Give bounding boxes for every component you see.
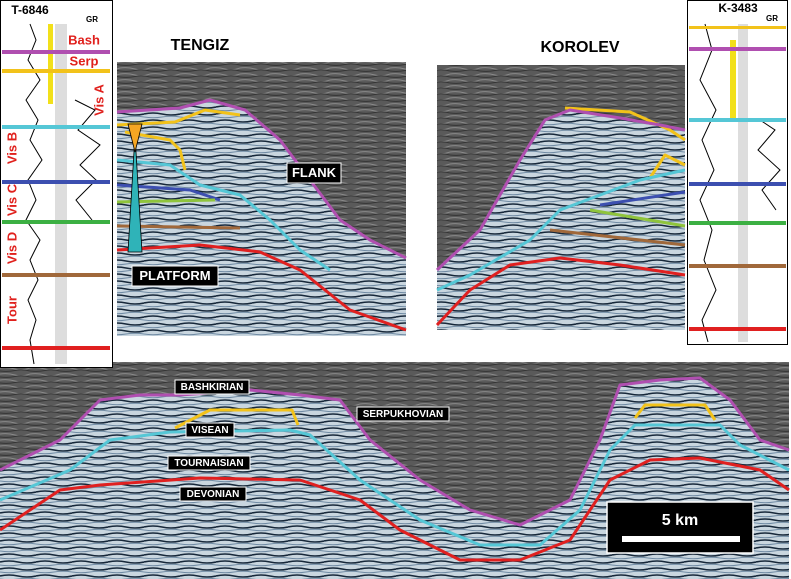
zone-top: [2, 180, 110, 184]
overburden: [117, 62, 406, 258]
zone-label: Vis B: [4, 132, 19, 164]
zone-top: [689, 118, 786, 122]
horizon-label: BASHKIRIAN: [181, 382, 244, 393]
horizon: [124, 130, 187, 171]
log-curve: [757, 119, 781, 211]
log-frame: [687, 0, 788, 345]
log-curve: [74, 99, 101, 221]
zone-label: Vis A: [91, 83, 106, 115]
horizon: [435, 108, 686, 272]
horizon: [599, 190, 686, 207]
label-box: [167, 455, 251, 471]
korolev-panel: KOROLEV: [435, 39, 686, 330]
log-fill: [730, 40, 736, 120]
horizon-label: TOURNAISIAN: [174, 458, 243, 469]
panel-title: TENGIZ: [171, 37, 230, 54]
well-name: T-6846: [11, 3, 49, 17]
horizon: [589, 208, 686, 228]
regional-section: BASHKIRIAN SERPUKHOVIAN VISEAN TOURNAISI…: [0, 362, 790, 579]
zone-top: [689, 221, 786, 225]
zone-top: [2, 220, 110, 224]
zone-top: [2, 50, 110, 54]
horizon: [116, 158, 331, 272]
horizon-label: DEVONIAN: [187, 489, 240, 500]
horizon-bashkirian: [0, 376, 790, 527]
horizon: [116, 108, 241, 127]
label-box: [174, 379, 250, 395]
zone-label: Tour: [4, 296, 19, 324]
log-name: GR: [766, 14, 778, 23]
log-fill: [48, 24, 53, 104]
zone-top: [689, 26, 786, 29]
zone-top: [689, 47, 786, 51]
depth-track: [55, 24, 67, 364]
horizon: [436, 168, 686, 292]
tengiz-panel: TENGIZ FLANK PLATFORM: [116, 37, 407, 336]
well-marker: [127, 134, 143, 253]
log-name: GR: [86, 15, 98, 24]
zone-top: [689, 264, 786, 268]
panel-label: PLATFORM: [139, 268, 210, 283]
zone-top: [689, 327, 786, 331]
horizon: [116, 183, 221, 202]
label-box: [185, 422, 235, 438]
horizon-visean: [0, 423, 790, 547]
horizon: [116, 243, 407, 332]
label-box: [131, 265, 219, 287]
zone-label: Bash: [68, 32, 100, 47]
label-box: [286, 162, 342, 184]
panel-label: FLANK: [292, 165, 337, 180]
horizon: [549, 228, 686, 247]
zone-top: [689, 182, 786, 186]
zone-top: [2, 273, 110, 277]
horizon: [648, 153, 686, 179]
horizon-devonian: [0, 456, 790, 562]
horizon-label: VISEAN: [191, 425, 228, 436]
label-box: [356, 406, 450, 422]
well-log-right: K-3483 GR: [687, 0, 788, 345]
horizon: [435, 256, 686, 327]
well-marker: [127, 123, 143, 153]
zone-top: [2, 69, 110, 73]
horizon-label: SERPUKHOVIAN: [363, 409, 444, 420]
horizon: [564, 106, 686, 142]
overburden: [437, 65, 685, 270]
zone-top: [2, 125, 110, 129]
panel-title: KOROLEV: [540, 39, 619, 56]
zone-top: [2, 346, 110, 350]
scale-bar: [622, 536, 740, 542]
well-log-left: T-6846 GR Bash Serp Vis A Vis B Vis C Vi…: [0, 0, 113, 368]
overburden: [0, 362, 789, 525]
zone-label: Vis C: [4, 183, 19, 216]
label-box: [179, 486, 247, 502]
well-name: K-3483: [718, 1, 758, 15]
gr-curve: [25, 23, 43, 365]
scale-box: [606, 501, 754, 554]
horizon-serpukhovian: [174, 408, 300, 430]
zone-label: Serp: [70, 53, 99, 68]
horizon-serpukhovian: [633, 403, 717, 421]
zone-label: Vis D: [4, 232, 19, 264]
horizon: [116, 98, 407, 260]
scale-label: 5 km: [662, 512, 698, 529]
